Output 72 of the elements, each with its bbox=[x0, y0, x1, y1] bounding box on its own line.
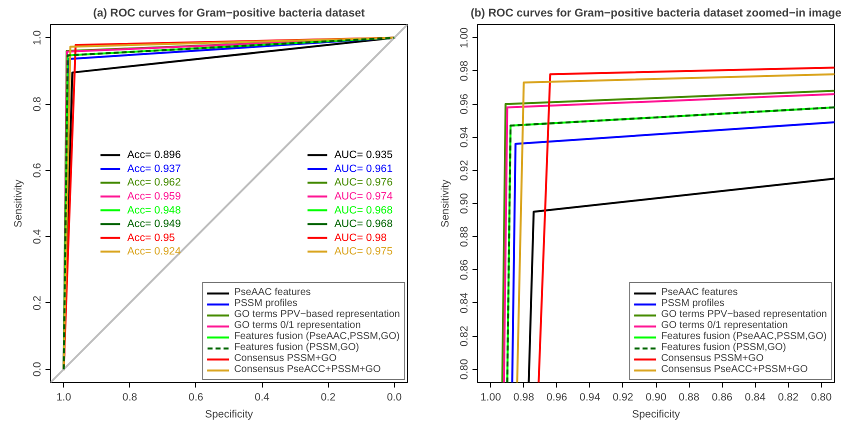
x-tick-label: 0.0 bbox=[386, 392, 402, 404]
x-tick-label: 0.4 bbox=[254, 392, 270, 404]
y-tick-label: 0.94 bbox=[458, 126, 470, 148]
annotation: Acc= 0.937 bbox=[127, 162, 181, 175]
annotation: Acc= 0.924 bbox=[127, 246, 181, 258]
y-tick-label: 0.90 bbox=[458, 193, 470, 214]
x-tick-label: 0.94 bbox=[580, 392, 600, 404]
annotation: Acc= 0.959 bbox=[127, 190, 181, 203]
legend-label: Consensus PSSM+GO bbox=[234, 353, 337, 364]
annotation: AUC= 0.976 bbox=[334, 176, 393, 189]
x-tick-label: 1.0 bbox=[56, 392, 72, 404]
x-tick-label: 0.6 bbox=[188, 392, 204, 404]
x-axis-title: Specificity bbox=[632, 408, 681, 420]
y-tick-label: 0.82 bbox=[458, 326, 470, 346]
chart-title: (a) ROC curves for Gram−positive bacteria dataset bbox=[93, 8, 366, 20]
y-axis-title: Sensitivity bbox=[12, 178, 24, 228]
x-tick-label: 0.84 bbox=[744, 392, 766, 404]
annotation: AUC= 0.98 bbox=[334, 232, 387, 244]
y-tick-label: 0.84 bbox=[458, 292, 470, 314]
y-tick-label: 0.4 bbox=[32, 229, 44, 244]
y-tick-label: 0.2 bbox=[32, 295, 44, 310]
y-tick-label: 1.0 bbox=[32, 30, 44, 46]
legend-label: Consensus PseACC+PSSM+GO bbox=[661, 364, 808, 375]
y-tick-label: 1.00 bbox=[458, 27, 470, 48]
legend-label: Features fusion (PSSM,GO) bbox=[661, 342, 786, 353]
y-tick-label: 0.8 bbox=[32, 96, 44, 112]
legend-label: Features fusion (PseAAC,PSSM,GO) bbox=[661, 331, 827, 342]
legend-label: GO terms 0/1 representation bbox=[661, 320, 788, 331]
legend-label: PSSM profiles bbox=[234, 298, 298, 309]
annotation: Acc= 0.95 bbox=[127, 232, 176, 244]
x-tick-label: 1.00 bbox=[480, 392, 502, 404]
x-tick-label: 0.82 bbox=[778, 392, 799, 404]
annotation: AUC= 0.968 bbox=[334, 218, 393, 230]
x-tick-label: 0.96 bbox=[546, 392, 568, 404]
annotation: AUC= 0.968 bbox=[334, 204, 393, 216]
annotation: Acc= 0.949 bbox=[127, 218, 181, 230]
legend-label: Consensus PSSM+GO bbox=[661, 353, 764, 364]
y-tick-label: 0.92 bbox=[458, 160, 470, 181]
annotation: Acc= 0.962 bbox=[127, 176, 181, 189]
y-tick-label: 0.96 bbox=[458, 94, 470, 114]
y-axis-title: Sensitivity bbox=[440, 178, 452, 228]
annotation: AUC= 0.935 bbox=[334, 149, 393, 162]
x-tick-label: 0.90 bbox=[646, 392, 666, 404]
annotation: Acc= 0.948 bbox=[127, 204, 181, 216]
annotation: AUC= 0.975 bbox=[334, 246, 393, 258]
x-tick-label: 0.80 bbox=[810, 392, 832, 404]
y-tick-label: 0.86 bbox=[458, 259, 470, 280]
y-tick-label: 0.98 bbox=[458, 60, 470, 82]
legend-label: PSSM profiles bbox=[661, 298, 724, 309]
chart-title: (b) ROC curves for Gram−positive bacteria dataset zoomed−in image bbox=[470, 8, 842, 20]
y-tick-label: 0.88 bbox=[458, 226, 470, 248]
annotation: AUC= 0.961 bbox=[334, 162, 393, 175]
x-tick-label: 0.8 bbox=[122, 392, 138, 404]
x-tick-label: 0.92 bbox=[612, 392, 634, 404]
x-axis-title: Specificity bbox=[205, 408, 254, 420]
legend-label: Features fusion (PSSM,GO) bbox=[234, 342, 360, 353]
annotation: Acc= 0.896 bbox=[127, 149, 181, 162]
y-tick-label: 0.0 bbox=[32, 362, 44, 377]
x-tick-label: 0.2 bbox=[320, 392, 336, 404]
legend-label: GO terms PPV−based representation bbox=[234, 309, 400, 320]
legend-label: Consensus PseACC+PSSM+GO bbox=[234, 364, 381, 375]
x-tick-label: 0.98 bbox=[513, 392, 534, 404]
annotation: AUC= 0.974 bbox=[334, 190, 393, 203]
legend-label: GO terms 0/1 representation bbox=[234, 320, 361, 331]
x-tick-label: 0.88 bbox=[678, 392, 700, 404]
legend-label: PseAAC features bbox=[661, 287, 738, 298]
x-tick-label: 0.86 bbox=[712, 392, 733, 404]
y-tick-label: 0.80 bbox=[458, 358, 470, 380]
legend-label: Features fusion (PseAAC,PSSM,GO) bbox=[234, 331, 400, 342]
legend-label: GO terms PPV−based representation bbox=[661, 309, 827, 320]
y-tick-label: 0.6 bbox=[32, 162, 44, 178]
legend-label: PseAAC features bbox=[234, 287, 311, 298]
